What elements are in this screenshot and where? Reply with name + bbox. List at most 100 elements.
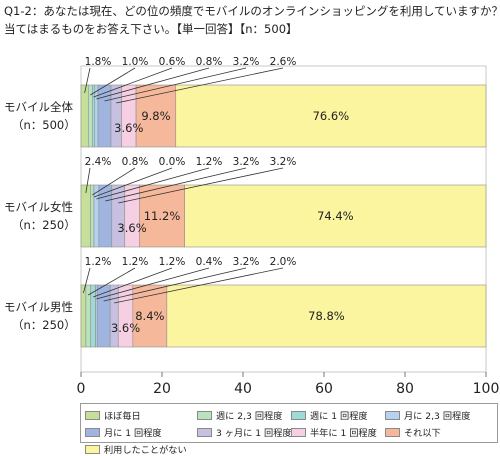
question-line-1: Q1-2：あなたは現在、どの位の頻度でモバイルのオンラインショッピングを利用して… bbox=[4, 4, 500, 18]
value-label: 1.8% bbox=[85, 56, 112, 68]
leader-line bbox=[116, 67, 284, 104]
leader-line bbox=[96, 67, 210, 100]
leader-line bbox=[96, 267, 210, 300]
value-label: 2.6% bbox=[270, 56, 297, 68]
leader-line bbox=[92, 167, 136, 196]
value-label: 3.2% bbox=[233, 56, 260, 68]
bar-segment bbox=[139, 184, 185, 248]
value-label: 78.8% bbox=[308, 309, 345, 323]
chart-legend: ほぼ毎日 週に 2,3 回程度 週に 1 回程度 月に 2,3 回程度月に 1 回程度… bbox=[80, 403, 498, 456]
legend-swatch bbox=[291, 427, 306, 437]
legend-item: 3 ヶ月に 1 回程度 bbox=[197, 425, 292, 439]
bar-segment bbox=[175, 84, 487, 148]
bar-segment bbox=[80, 284, 87, 348]
category-sample-size: （n：500） bbox=[12, 118, 76, 132]
value-label: 11.2% bbox=[144, 209, 181, 223]
legend-swatch bbox=[385, 410, 400, 420]
legend-item: 週に 1 回程度 bbox=[291, 408, 368, 422]
value-label: 1.2% bbox=[196, 156, 223, 168]
legend-item: ほぼ毎日 bbox=[85, 408, 141, 422]
category-sample-size: （n：250） bbox=[12, 218, 76, 232]
stacked-bar-chart: モバイル全体 （n：500） 1.8% 1.0% 0.6% 0.8% 3.2% 2.6% 3.6… bbox=[4, 56, 500, 397]
legend-label: 半年に 1 回程度 bbox=[310, 428, 377, 439]
bar-segment bbox=[94, 84, 99, 148]
legend-label: 月に 1 回程度 bbox=[104, 428, 162, 439]
question-title: Q1-2：あなたは現在、どの位の頻度でモバイルのオンラインショッピングを利用して… bbox=[4, 2, 500, 38]
leader-line bbox=[85, 167, 91, 194]
x-tick-label: 80 bbox=[396, 381, 414, 397]
value-label: 2.0% bbox=[270, 256, 297, 268]
leader-line bbox=[88, 267, 136, 296]
value-label: 2.4% bbox=[85, 156, 112, 168]
legend-item: 月に 2,3 回程度 bbox=[385, 408, 470, 422]
category-sample-size: （n：250） bbox=[12, 318, 76, 332]
value-label: 8.4% bbox=[135, 309, 164, 323]
legend-item: それ以下 bbox=[385, 425, 441, 439]
legend-item: 週に 2,3 回程度 bbox=[197, 408, 282, 422]
x-tick-label: 40 bbox=[234, 381, 252, 397]
value-label: 3.2% bbox=[270, 156, 297, 168]
value-label: 3.2% bbox=[233, 156, 260, 168]
x-tick-label: 100 bbox=[473, 381, 500, 397]
value-label: 3.6% bbox=[111, 321, 140, 335]
x-tick-label: 60 bbox=[315, 381, 333, 397]
bar-segment bbox=[80, 84, 89, 148]
bar-segment bbox=[124, 184, 140, 248]
legend-label: 週に 2,3 回程度 bbox=[216, 411, 283, 422]
leader-line bbox=[105, 167, 247, 202]
bar-segment bbox=[80, 184, 92, 248]
value-label: 1.0% bbox=[122, 56, 149, 68]
bar-segment bbox=[93, 184, 100, 248]
value-label: 3.6% bbox=[117, 221, 146, 235]
legend-item: 利用したことがない bbox=[85, 442, 187, 456]
legend-label: それ以下 bbox=[404, 428, 441, 439]
legend-item: 月に 1 回程度 bbox=[85, 425, 162, 439]
bar-segment bbox=[117, 284, 134, 348]
value-label: 9.8% bbox=[141, 109, 170, 123]
legend-swatch bbox=[85, 427, 100, 437]
x-tick-label: 20 bbox=[153, 381, 171, 397]
leader-line bbox=[83, 267, 91, 294]
leader-line bbox=[103, 267, 247, 302]
legend-item: 半年に 1 回程度 bbox=[291, 425, 377, 439]
value-label: 1.2% bbox=[159, 256, 186, 268]
leader-line bbox=[93, 67, 173, 98]
bar-segment bbox=[92, 84, 96, 148]
value-label: 0.6% bbox=[159, 56, 186, 68]
value-label: 76.6% bbox=[313, 109, 350, 123]
value-label: 0.0% bbox=[159, 156, 186, 168]
bar-segment bbox=[96, 284, 111, 348]
bar-segment bbox=[166, 284, 487, 348]
bar-segment bbox=[90, 284, 96, 348]
question-line-2: 当てはまるものをお答え下さい。【単一回答】【n：500】 bbox=[4, 22, 298, 36]
value-label: 1.2% bbox=[85, 256, 112, 268]
category-label: モバイル全体 bbox=[4, 100, 73, 114]
leader-line bbox=[90, 67, 136, 96]
leader-line bbox=[104, 67, 247, 102]
leader-line bbox=[93, 167, 173, 198]
value-label: 0.8% bbox=[196, 56, 223, 68]
leader-line bbox=[118, 167, 284, 204]
leader-line bbox=[84, 67, 91, 94]
category-label: モバイル男性 bbox=[4, 300, 73, 314]
leader-line bbox=[96, 167, 210, 200]
legend-swatch bbox=[291, 410, 306, 420]
legend-swatch bbox=[385, 427, 400, 437]
legend-swatch bbox=[85, 410, 100, 420]
leader-line bbox=[93, 267, 173, 298]
legend-label: 週に 1 回程度 bbox=[310, 411, 368, 422]
legend-label: 月に 2,3 回程度 bbox=[404, 411, 471, 422]
value-label: 3.2% bbox=[233, 256, 260, 268]
legend-label: 利用したことがない bbox=[104, 445, 187, 456]
legend-label: ほぼ毎日 bbox=[104, 411, 141, 422]
legend-swatch bbox=[197, 427, 212, 437]
bar-segment bbox=[184, 184, 487, 248]
value-label: 3.6% bbox=[114, 121, 143, 135]
value-label: 0.8% bbox=[122, 156, 149, 168]
value-label: 74.4% bbox=[317, 209, 354, 223]
value-label: 1.2% bbox=[122, 256, 149, 268]
legend-label: 3 ヶ月に 1 回程度 bbox=[216, 428, 292, 439]
x-tick-label: 0 bbox=[77, 381, 86, 397]
leader-line bbox=[114, 267, 284, 304]
category-label: モバイル女性 bbox=[4, 200, 73, 214]
